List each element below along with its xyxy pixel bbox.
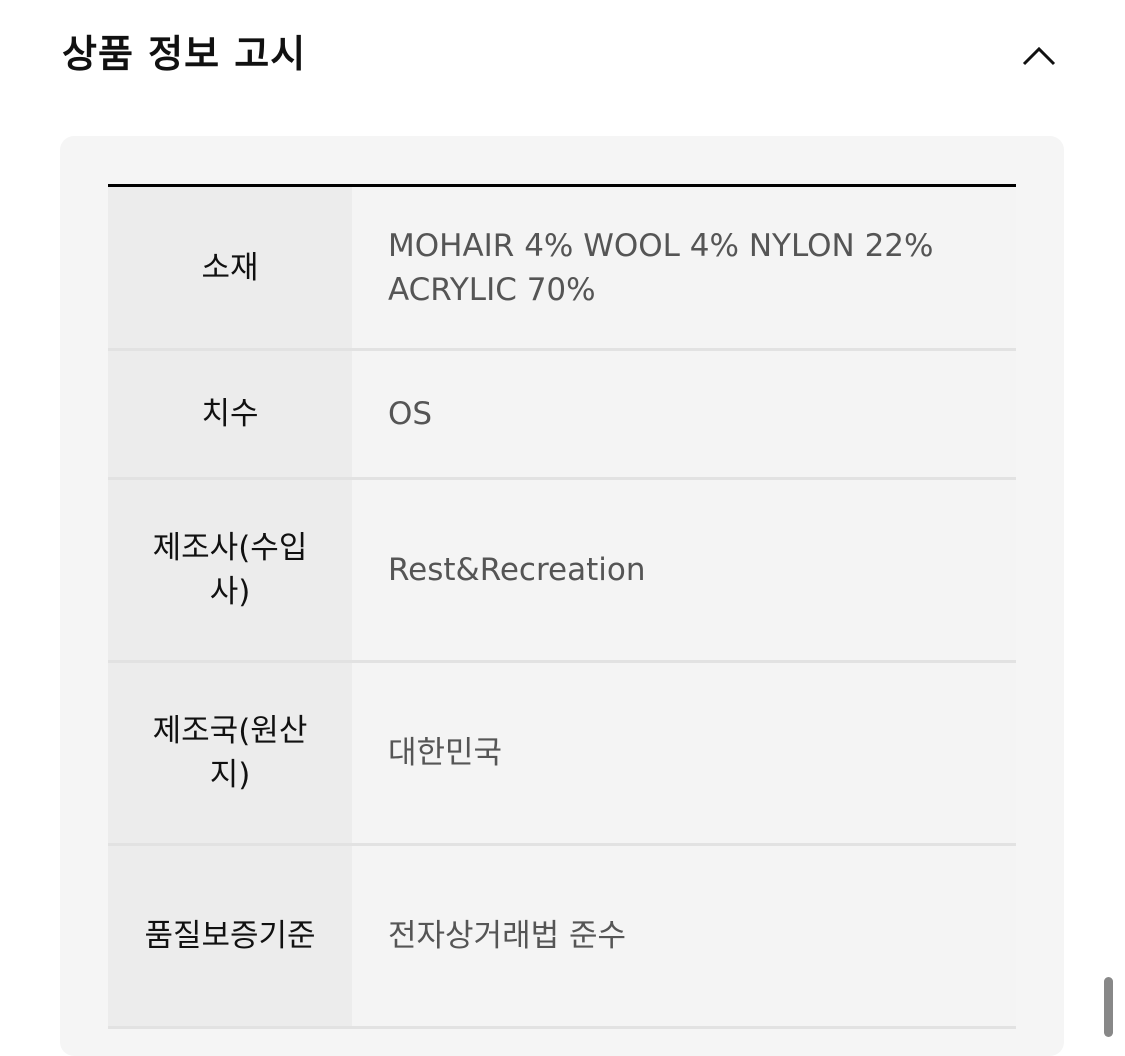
row-label: 치수 [108,349,352,480]
scrollbar[interactable] [1104,977,1113,1037]
row-label: 소재 [108,185,352,351]
table-row: 치수 OS [108,349,1016,480]
row-label: 제조사(수입사) [108,478,352,663]
row-value: 대한민국 [352,661,1016,846]
table-row: 제조국(원산지) 대한민국 [108,661,1016,846]
row-label: 품질보증기준 [108,844,352,1029]
table-row: 제조사(수입사) Rest&Recreation [108,478,1016,663]
table-row: 소재 MOHAIR 4% WOOL 4% NYLON 22% ACRYLIC 7… [108,185,1016,351]
product-info-table: 소재 MOHAIR 4% WOOL 4% NYLON 22% ACRYLIC 7… [108,184,1016,1029]
row-value: 전자상거래법 준수 [352,844,1016,1029]
section-title: 상품 정보 고시 [62,32,307,76]
row-value: Rest&Recreation [352,478,1016,663]
row-value: MOHAIR 4% WOOL 4% NYLON 22% ACRYLIC 70% [352,185,1016,351]
row-label: 제조국(원산지) [108,661,352,846]
product-info-card: 소재 MOHAIR 4% WOOL 4% NYLON 22% ACRYLIC 7… [60,136,1064,1056]
table-row: 품질보증기준 전자상거래법 준수 [108,844,1016,1029]
row-value: OS [352,349,1016,480]
section-header[interactable]: 상품 정보 고시 [62,26,1065,86]
chevron-up-icon[interactable] [1021,38,1057,74]
